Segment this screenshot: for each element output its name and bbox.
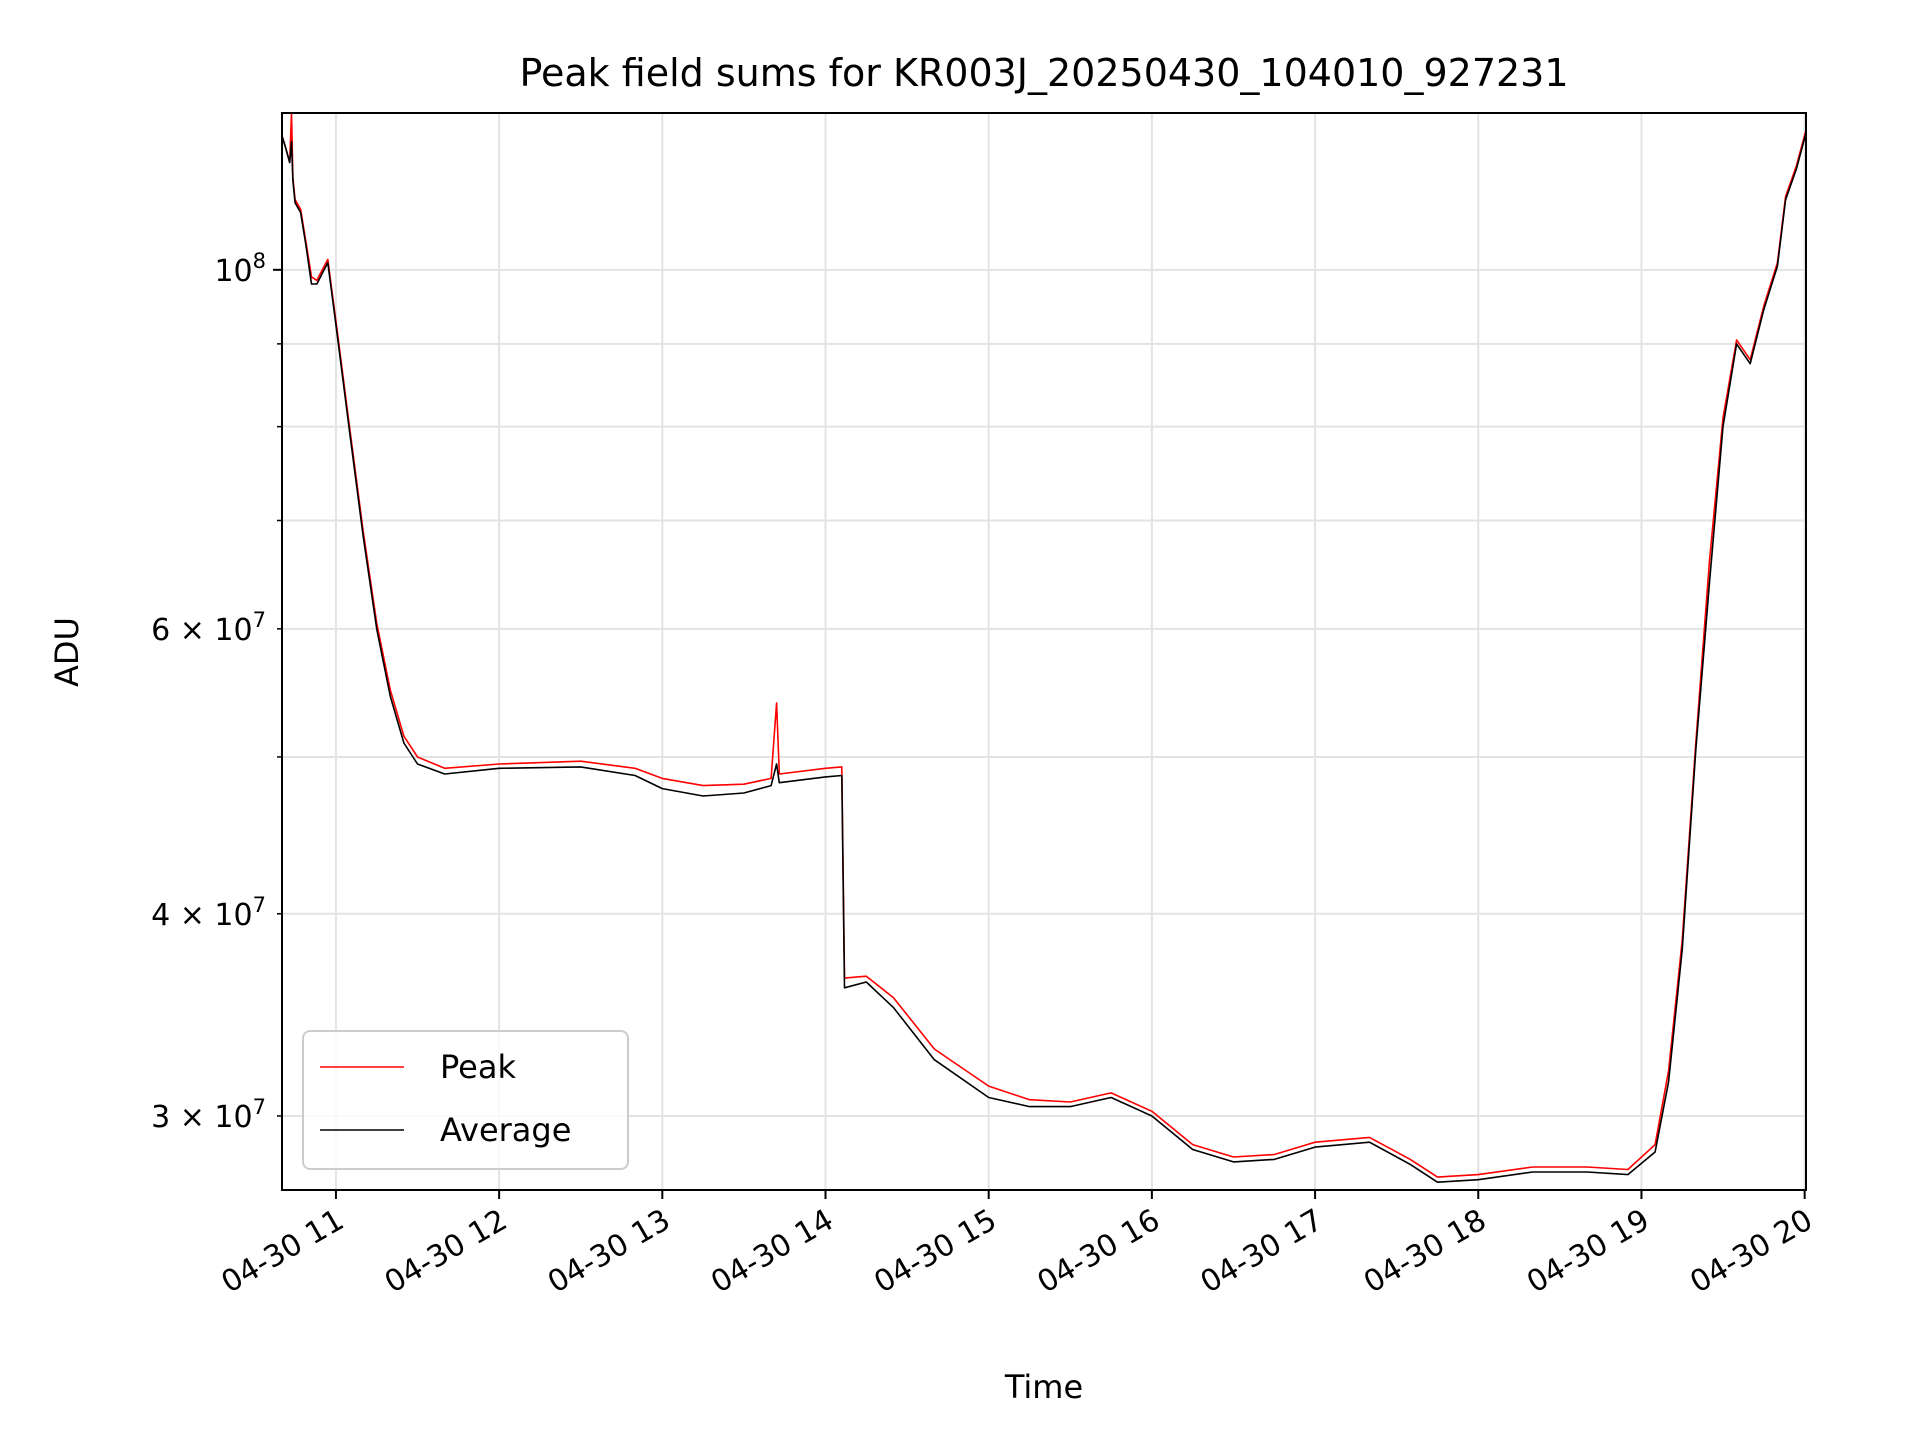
y-tick-label: 3 × 107 [151, 1095, 266, 1135]
legend-box [302, 1030, 629, 1170]
y-tick-label: 4 × 107 [151, 893, 266, 933]
y-tick-label: 6 × 107 [151, 608, 266, 648]
legend: Peak Average [302, 1030, 629, 1170]
series-lines [281, 112, 1807, 1183]
y-axis-title: ADU [48, 617, 86, 687]
grid-lines [282, 113, 1806, 1190]
series-line-peak [281, 112, 1807, 1178]
legend-label-average: Average [440, 1111, 571, 1149]
series-line-average [281, 132, 1807, 1183]
plot-frame [281, 112, 1807, 1191]
x-axis-title: Time [1004, 1368, 1083, 1406]
y-tick-label: 108 [214, 249, 266, 289]
legend-label-peak: Peak [440, 1048, 516, 1086]
chart-title: Peak field sums for KR003J_20250430_1040… [519, 51, 1568, 95]
